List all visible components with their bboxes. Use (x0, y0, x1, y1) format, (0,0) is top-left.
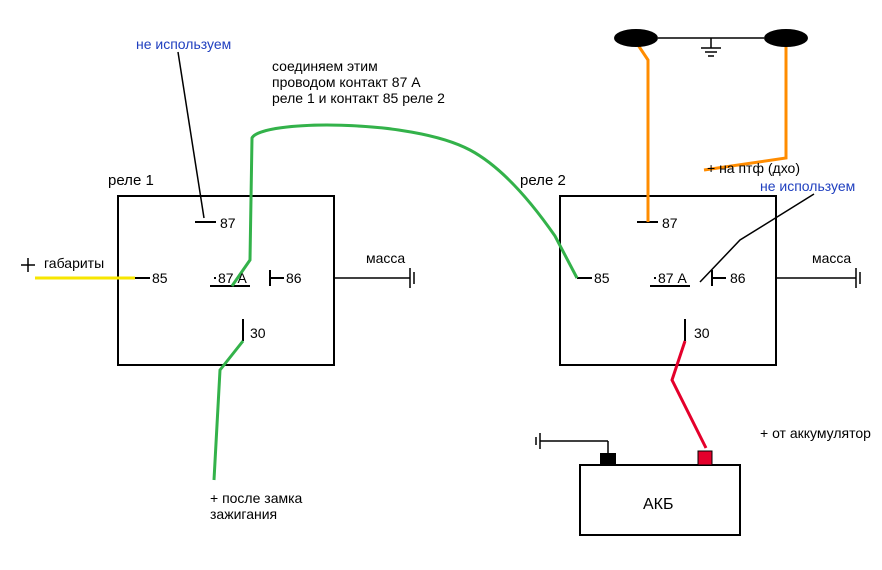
relay1-pin86-label: 86 (286, 270, 302, 286)
relay1-pin87-label: 87 (220, 215, 236, 231)
label-after-ignition: + после замка зажигания (210, 490, 302, 522)
relay2-pin87-label: 87 (662, 215, 678, 231)
relay2-pin86-label: 86 (730, 270, 746, 286)
wire-to-battery (672, 341, 706, 448)
label-not-used-1: не используем (136, 36, 231, 52)
label-gabarity: габариты (44, 255, 104, 271)
pointer-not-used-2 (700, 194, 814, 282)
wire-ptf-right (704, 42, 786, 170)
label-ptf: + на птф (дхо) (707, 160, 800, 176)
relay2-pin87a-label: 87 А (658, 270, 687, 286)
wire-after-ignition (214, 341, 243, 480)
battery-terminal-pos (698, 451, 712, 465)
label-from-battery: + от аккумулятор (760, 425, 871, 441)
relay2-pin30-label: 30 (694, 325, 710, 341)
foglight-left-icon (614, 29, 658, 47)
foglight-right-icon (764, 29, 808, 47)
label-massa-2: масса (812, 250, 851, 266)
relay2-title: реле 2 (520, 172, 566, 189)
label-connect-note: соединяем этим проводом контакт 87 А рел… (272, 58, 445, 106)
relay1-pin87a-label: 87 А (218, 270, 247, 286)
label-not-used-2: не используем (760, 178, 855, 194)
relay1-pin30-label: 30 (250, 325, 266, 341)
relay1-title: реле 1 (108, 172, 154, 189)
relay2-pin85-label: 85 (594, 270, 610, 286)
battery-terminal-neg (600, 453, 616, 465)
relay1-pin85-label: 85 (152, 270, 168, 286)
battery-label: АКБ (643, 496, 674, 514)
label-massa-1: масса (366, 250, 405, 266)
pointer-not-used-1 (178, 52, 204, 218)
